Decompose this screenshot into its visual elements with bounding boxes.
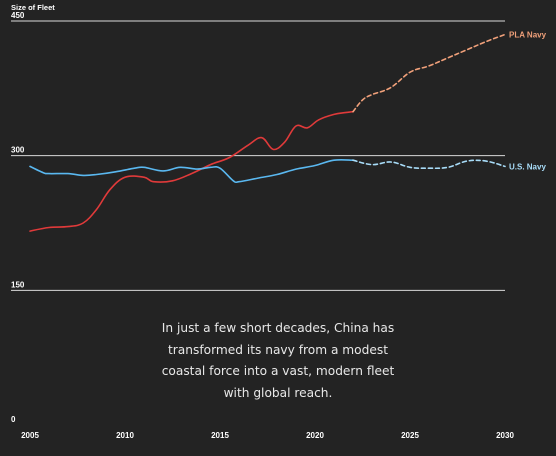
series-lines: [29, 33, 506, 232]
x-tick-label: 2020: [306, 431, 324, 440]
x-tick-label: 2005: [21, 431, 39, 440]
y-tick-label: 0: [11, 415, 16, 424]
x-tick-label: 2030: [496, 431, 514, 440]
chart-caption: In just a few short decades, China has t…: [161, 321, 395, 400]
us-projected-line: [352, 159, 506, 170]
y-axis-ticks: 0 150 300 450: [11, 11, 25, 424]
y-tick-label: 150: [11, 280, 25, 289]
y-tick-label: 450: [11, 11, 25, 20]
x-tick-label: 2015: [211, 431, 229, 440]
us-actual-line: [29, 158, 354, 184]
x-tick-label: 2010: [116, 431, 134, 440]
y-axis-title: Size of Fleet: [11, 3, 55, 12]
pla-projected-line: [352, 33, 506, 113]
y-tick-label: 300: [11, 146, 25, 155]
x-axis-ticks: 2005 2010 2015 2020 2025 2030: [21, 431, 514, 440]
pla-actual-line: [29, 110, 354, 232]
x-tick-label: 2025: [401, 431, 419, 440]
series-labels: PLA Navy U.S. Navy: [509, 30, 547, 171]
pla-series-label: PLA Navy: [509, 30, 547, 39]
gridlines: [11, 20, 505, 291]
us-series-label: U.S. Navy: [509, 162, 546, 171]
